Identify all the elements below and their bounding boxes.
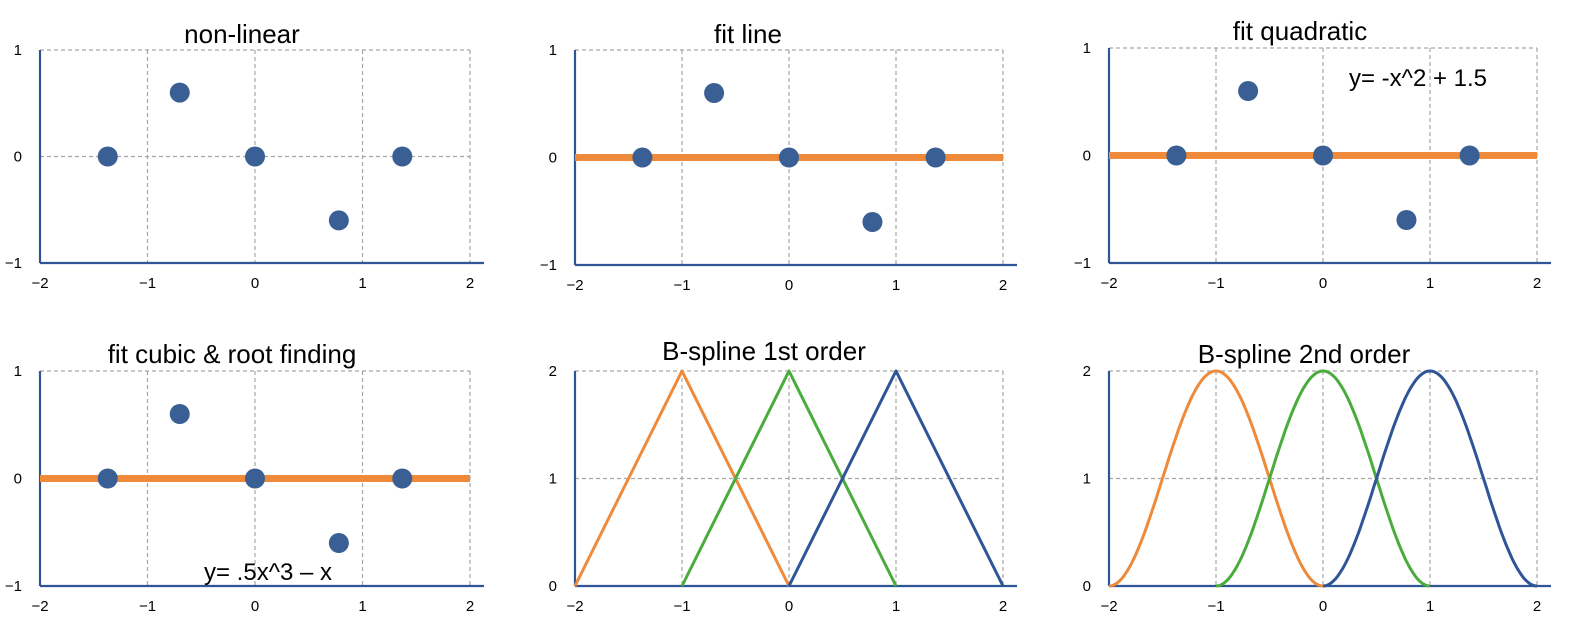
equation-annotation: y= -x^2 + 1.5 xyxy=(1349,65,1487,92)
panel-2: −2 −1 0 1 2 −1 0 1 fit line xyxy=(540,19,1017,294)
y-tick-label: 2 xyxy=(549,363,557,380)
data-point xyxy=(862,212,883,232)
panel-title: B-spline 1st order xyxy=(662,336,866,366)
data-point xyxy=(328,210,349,231)
data-point xyxy=(245,146,265,167)
x-tick-label: −2 xyxy=(566,277,583,294)
y-tick-label: 2 xyxy=(1083,363,1091,380)
data-point xyxy=(779,147,799,168)
panel-title: fit quadratic xyxy=(1233,16,1367,46)
x-tick-label: 0 xyxy=(251,275,259,292)
x-tick-label: −1 xyxy=(673,277,690,294)
y-tick-label: −1 xyxy=(5,578,22,595)
data-point xyxy=(704,83,725,103)
x-tick-label: 0 xyxy=(251,598,259,615)
x-tick-label: 1 xyxy=(1426,598,1434,615)
x-tick-label: −1 xyxy=(1207,275,1224,292)
x-tick-label: 2 xyxy=(1533,598,1541,615)
equation-annotation: y= .5x^3 – x xyxy=(204,559,332,586)
x-tick-label: −1 xyxy=(673,598,690,615)
x-tick-label: −2 xyxy=(566,598,583,615)
x-tick-label: 0 xyxy=(785,277,793,294)
data-point xyxy=(392,146,413,167)
x-tick-label: −1 xyxy=(139,275,156,292)
y-tick-label: 1 xyxy=(14,42,22,59)
data-point xyxy=(1238,81,1259,101)
panel-6: −2 −1 0 1 2 0 1 2 B-spline 2nd order xyxy=(1083,339,1551,615)
basis-curve-3 xyxy=(1322,369,1538,588)
x-tick-label: 0 xyxy=(1319,598,1327,615)
x-tick-label: 1 xyxy=(892,598,900,615)
y-tick-label: 0 xyxy=(549,578,557,595)
data-point xyxy=(925,147,946,168)
y-tick-label: 1 xyxy=(549,42,557,59)
x-tick-label: 1 xyxy=(892,277,900,294)
panel-title: fit line xyxy=(714,19,782,49)
x-tick-label: −2 xyxy=(31,598,48,615)
y-tick-label: 1 xyxy=(549,471,557,488)
y-tick-label: −1 xyxy=(540,257,557,274)
data-point xyxy=(1313,145,1333,166)
y-tick-label: 0 xyxy=(14,149,22,166)
data-point xyxy=(392,468,413,489)
basis-curve-1 xyxy=(1108,369,1324,588)
y-tick-label: 0 xyxy=(549,150,557,167)
y-tick-label: 0 xyxy=(1083,148,1091,165)
y-tick-label: 0 xyxy=(14,471,22,488)
x-tick-label: 1 xyxy=(1426,275,1434,292)
data-point xyxy=(1166,145,1187,166)
panel-title: non-linear xyxy=(184,19,300,49)
data-point xyxy=(245,468,265,489)
basis-curve-2 xyxy=(680,369,898,587)
y-tick-label: 1 xyxy=(1083,471,1091,488)
x-tick-label: −1 xyxy=(139,598,156,615)
x-tick-label: −2 xyxy=(31,275,48,292)
x-tick-label: 2 xyxy=(1533,275,1541,292)
basis-curve-1 xyxy=(573,369,791,587)
data-point xyxy=(1396,210,1417,230)
basis-curve-2 xyxy=(1215,369,1431,588)
y-tick-label: −1 xyxy=(5,255,22,272)
y-tick-label: 1 xyxy=(1083,40,1091,57)
x-tick-label: 1 xyxy=(358,275,366,292)
data-point xyxy=(1459,145,1480,166)
x-tick-label: 1 xyxy=(358,598,366,615)
data-point xyxy=(169,82,190,103)
data-point xyxy=(328,533,349,553)
panel-title: B-spline 2nd order xyxy=(1198,339,1411,369)
panel-4: −2 −1 0 1 2 −1 0 1 fit cubic & root finding y= .5… xyxy=(5,339,484,615)
x-tick-label: −2 xyxy=(1100,598,1117,615)
data-point xyxy=(632,147,653,168)
data-point xyxy=(97,146,118,167)
panel-title: fit cubic & root finding xyxy=(108,339,357,369)
y-tick-label: 0 xyxy=(1083,578,1091,595)
x-tick-label: 2 xyxy=(999,277,1007,294)
basis-curve-3 xyxy=(787,369,1005,587)
panel-3: −2 −1 0 1 2 −1 0 1 fit quadratic y= -x^2 + 1.5 xyxy=(1074,16,1551,292)
y-tick-label: 1 xyxy=(14,363,22,380)
panel-5: −2 −1 0 1 2 0 1 2 B-spline 1st order xyxy=(549,336,1017,615)
x-tick-label: −1 xyxy=(1207,598,1224,615)
panel-1: −2 −1 0 1 2 −1 0 1 non-linear xyxy=(5,19,484,292)
x-tick-label: 0 xyxy=(785,598,793,615)
x-tick-label: 2 xyxy=(466,275,474,292)
x-tick-label: 0 xyxy=(1319,275,1327,292)
data-point xyxy=(169,404,190,424)
x-tick-label: −2 xyxy=(1100,275,1117,292)
y-tick-label: −1 xyxy=(1074,255,1091,272)
x-tick-label: 2 xyxy=(999,598,1007,615)
x-tick-label: 2 xyxy=(466,598,474,615)
data-point xyxy=(97,468,118,489)
